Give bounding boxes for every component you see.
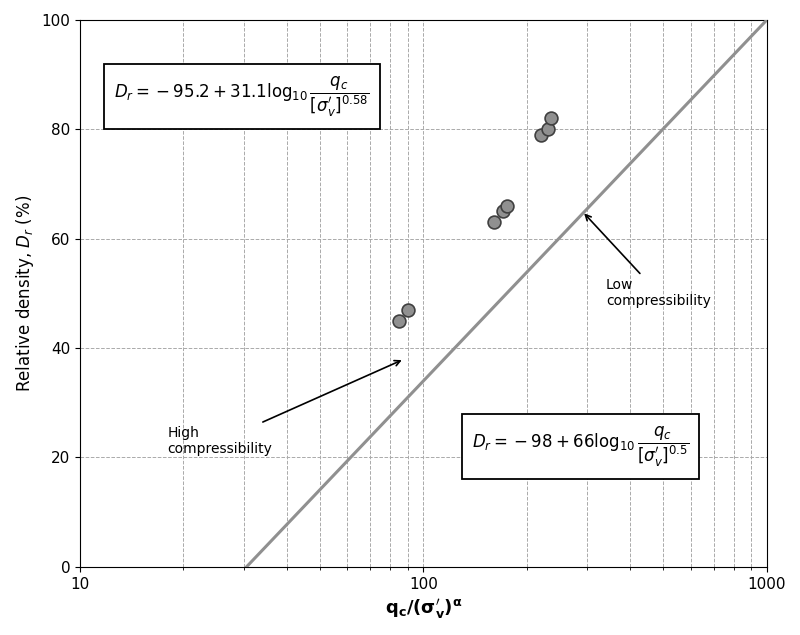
Point	[534, 130, 547, 140]
Y-axis label: Relative density, $D_r$ (%): Relative density, $D_r$ (%)	[14, 195, 36, 392]
X-axis label: $\mathbf{q_c/(\sigma_v')^{\alpha}}$: $\mathbf{q_c/(\sigma_v')^{\alpha}}$	[385, 597, 462, 621]
Text: $D_r = -95.2 + 31.1\log_{10}\dfrac{q_c}{\left[\sigma_v'\right]^{0.58}}$: $D_r = -95.2 + 31.1\log_{10}\dfrac{q_c}{…	[114, 74, 370, 119]
Text: High
compressibility: High compressibility	[168, 361, 400, 456]
Point	[496, 206, 509, 217]
Text: $D_r = -98 + 66\log_{10}\dfrac{q_c}{\left[\sigma_v'\right]^{0.5}}$: $D_r = -98 + 66\log_{10}\dfrac{q_c}{\lef…	[471, 424, 689, 469]
Point	[487, 217, 500, 227]
Point	[542, 124, 554, 135]
Point	[393, 316, 406, 326]
Point	[545, 113, 558, 123]
Point	[402, 305, 414, 315]
Point	[501, 201, 514, 211]
Text: Low
compressibility: Low compressibility	[586, 215, 711, 309]
